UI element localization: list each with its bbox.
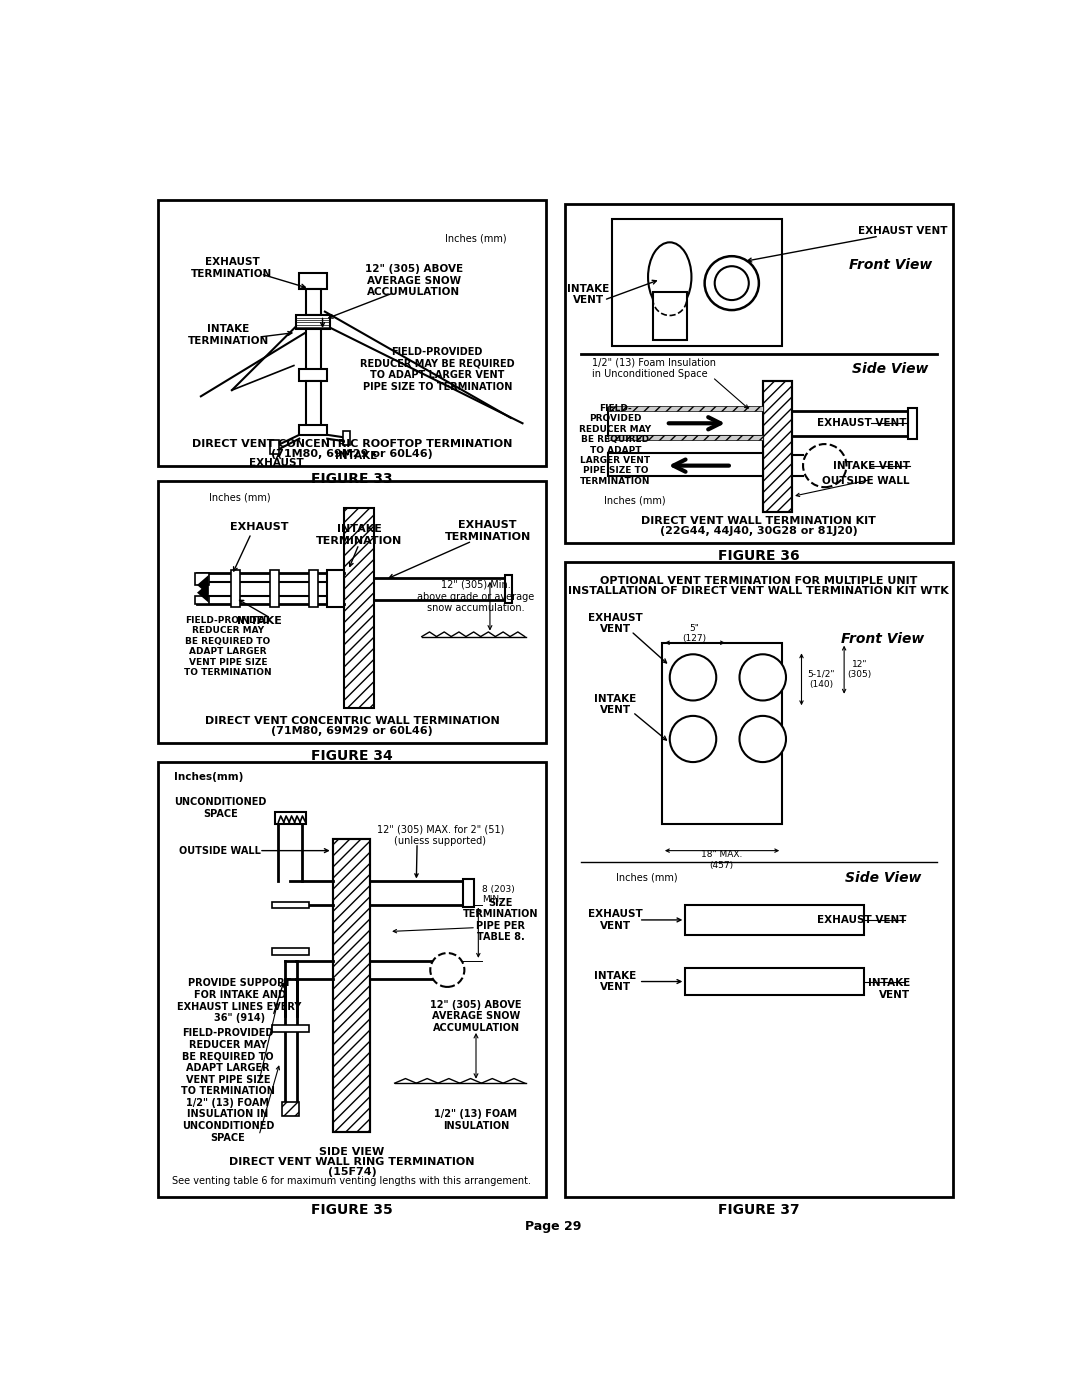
Bar: [159, 200, 545, 465]
Text: (71M80, 69M29 or 60L46): (71M80, 69M29 or 60L46): [271, 448, 433, 460]
Text: (71M80, 69M29 or 60L46): (71M80, 69M29 or 60L46): [271, 726, 433, 736]
Bar: [270, 570, 279, 608]
Text: 12" (305) MAX. for 2" (51)
(unless supported): 12" (305) MAX. for 2" (51) (unless suppo…: [377, 824, 504, 847]
Text: Front View: Front View: [841, 631, 924, 645]
Text: OPTIONAL VENT TERMINATION FOR MULTIPLE UNIT: OPTIONAL VENT TERMINATION FOR MULTIPLE U…: [600, 576, 918, 587]
Text: INTAKE
TERMINATION: INTAKE TERMINATION: [315, 524, 402, 546]
Text: EXHAUST: EXHAUST: [230, 522, 288, 532]
Circle shape: [704, 256, 759, 310]
Circle shape: [670, 715, 716, 763]
Text: EXHAUST: EXHAUST: [248, 458, 303, 468]
Text: DIRECT VENT CONCENTRIC WALL TERMINATION: DIRECT VENT CONCENTRIC WALL TERMINATION: [204, 717, 499, 726]
Text: INTAKE: INTAKE: [335, 451, 377, 461]
Text: FIGURE 33: FIGURE 33: [311, 472, 393, 486]
Text: Side View: Side View: [852, 362, 929, 376]
Bar: [333, 840, 369, 1132]
Text: EXHAUST
VENT: EXHAUST VENT: [589, 613, 643, 634]
Bar: [272, 1025, 309, 1031]
Text: DIRECT VENT WALL RING TERMINATION: DIRECT VENT WALL RING TERMINATION: [229, 1157, 475, 1166]
Text: EXHAUST
TERMINATION: EXHAUST TERMINATION: [191, 257, 272, 278]
Bar: [505, 576, 512, 602]
Text: Inches (mm): Inches (mm): [445, 233, 507, 243]
Text: See venting table 6 for maximum venting lengths with this arrangement.: See venting table 6 for maximum venting …: [173, 1176, 531, 1186]
Text: 1/2" (13) FOAM
INSULATION IN
UNCONDITIONED
SPACE: 1/2" (13) FOAM INSULATION IN UNCONDITION…: [181, 1098, 274, 1143]
Text: Inches (mm): Inches (mm): [604, 496, 665, 506]
Bar: [327, 570, 345, 608]
Text: FIGURE 35: FIGURE 35: [311, 1203, 393, 1217]
Text: INTAKE
TERMINATION: INTAKE TERMINATION: [187, 324, 269, 345]
Bar: [565, 562, 953, 1197]
Bar: [463, 879, 474, 907]
Circle shape: [430, 953, 464, 986]
Bar: [159, 481, 545, 743]
Text: Inches (mm): Inches (mm): [208, 493, 270, 503]
Text: EXHAUST
VENT: EXHAUST VENT: [589, 909, 643, 930]
Text: 8 (203)
MIN.: 8 (203) MIN.: [482, 884, 515, 904]
Text: FIELD-PROVIDED
REDUCER MAY
BE REQUIRED TO
ADAPT LARGER
VENT PIPE SIZE
TO TERMINA: FIELD-PROVIDED REDUCER MAY BE REQUIRED T…: [181, 1028, 275, 1097]
Bar: [282, 1102, 299, 1116]
Text: FIGURE 36: FIGURE 36: [718, 549, 799, 563]
Text: INTAKE VENT: INTAKE VENT: [833, 461, 910, 471]
Ellipse shape: [648, 242, 691, 312]
Bar: [274, 812, 306, 824]
Text: INTAKE
VENT: INTAKE VENT: [567, 284, 609, 306]
Circle shape: [740, 654, 786, 700]
Text: Page 29: Page 29: [525, 1220, 582, 1234]
Bar: [611, 219, 782, 346]
Text: EXHAUST VENT: EXHAUST VENT: [858, 226, 947, 236]
Text: 18" MAX.
(457): 18" MAX. (457): [701, 851, 742, 869]
Text: EXHAUST VENT: EXHAUST VENT: [816, 418, 906, 429]
Text: DIRECT VENT CONCENTRIC ROOFTOP TERMINATION: DIRECT VENT CONCENTRIC ROOFTOP TERMINATI…: [192, 439, 512, 448]
Bar: [652, 292, 687, 339]
Circle shape: [804, 444, 847, 488]
Circle shape: [740, 715, 786, 763]
Text: SIZE
TERMINATION
PIPE PER
TABLE 8.: SIZE TERMINATION PIPE PER TABLE 8.: [463, 897, 539, 943]
Text: INTAKE
VENT: INTAKE VENT: [594, 693, 636, 715]
Text: 12" (305) Min.
above grade or average
snow accumulation.: 12" (305) Min. above grade or average sn…: [417, 580, 535, 613]
Bar: [662, 643, 782, 824]
Text: INTAKE
VENT: INTAKE VENT: [867, 978, 910, 1000]
Text: FIGURE 34: FIGURE 34: [311, 749, 393, 763]
Text: 5"
(127): 5" (127): [683, 624, 706, 643]
Text: 5-1/2"
(140): 5-1/2" (140): [807, 669, 835, 689]
Bar: [762, 381, 793, 511]
Bar: [296, 316, 330, 330]
Text: 12" (305) ABOVE
AVERAGE SNOW
ACCUMULATION: 12" (305) ABOVE AVERAGE SNOW ACCUMULATIO…: [430, 1000, 522, 1032]
Text: INSTALLATION OF DIRECT VENT WALL TERMINATION KIT WTK: INSTALLATION OF DIRECT VENT WALL TERMINA…: [568, 587, 949, 597]
Bar: [299, 274, 327, 289]
Bar: [272, 949, 309, 954]
Text: EXHAUST VENT: EXHAUST VENT: [816, 915, 906, 925]
Circle shape: [715, 267, 748, 300]
Text: UNCONDITIONED
SPACE: UNCONDITIONED SPACE: [174, 798, 267, 819]
Text: 12" (305) ABOVE
AVERAGE SNOW
ACCUMULATION: 12" (305) ABOVE AVERAGE SNOW ACCUMULATIO…: [365, 264, 463, 298]
Bar: [306, 289, 321, 316]
Text: PROVIDE SUPPORT
FOR INTAKE AND
EXHAUST LINES EVERY
36" (914): PROVIDE SUPPORT FOR INTAKE AND EXHAUST L…: [177, 978, 301, 1023]
Text: FIGURE 37: FIGURE 37: [718, 1203, 799, 1217]
Text: INTAKE
VENT: INTAKE VENT: [594, 971, 636, 992]
Text: FIELD-
PROVIDED
REDUCER MAY
BE REQUIRED
TO ADAPT
LARGER VENT
PIPE SIZE TO
TERMIN: FIELD- PROVIDED REDUCER MAY BE REQUIRED …: [580, 404, 651, 486]
Bar: [685, 904, 864, 936]
Text: FIELD-PROVIDED
REDUCER MAY BE REQUIRED
TO ADAPT LARGER VENT
PIPE SIZE TO TERMINA: FIELD-PROVIDED REDUCER MAY BE REQUIRED T…: [360, 346, 514, 391]
Bar: [306, 330, 321, 373]
Bar: [342, 432, 350, 444]
Bar: [565, 204, 953, 542]
Bar: [685, 968, 864, 996]
Bar: [309, 570, 318, 608]
Text: 12"
(305): 12" (305): [848, 659, 872, 679]
Bar: [270, 440, 279, 454]
Bar: [608, 408, 762, 436]
Text: EXHAUST
TERMINATION: EXHAUST TERMINATION: [445, 520, 530, 542]
Polygon shape: [197, 583, 208, 602]
Bar: [195, 573, 210, 585]
Text: OUTSIDE WALL: OUTSIDE WALL: [823, 476, 910, 486]
Circle shape: [670, 654, 716, 700]
Bar: [345, 509, 374, 708]
Bar: [159, 763, 545, 1197]
Text: 1/2" (13) FOAM
INSULATION: 1/2" (13) FOAM INSULATION: [434, 1109, 517, 1132]
Text: 1/2" (13) Foam Insulation
in Unconditioned Space: 1/2" (13) Foam Insulation in Uncondition…: [592, 358, 716, 379]
Bar: [762, 381, 793, 511]
Text: DIRECT VENT WALL TERMINATION KIT: DIRECT VENT WALL TERMINATION KIT: [642, 515, 876, 527]
Text: Front View: Front View: [849, 258, 932, 272]
Bar: [907, 408, 917, 439]
Polygon shape: [197, 576, 208, 595]
